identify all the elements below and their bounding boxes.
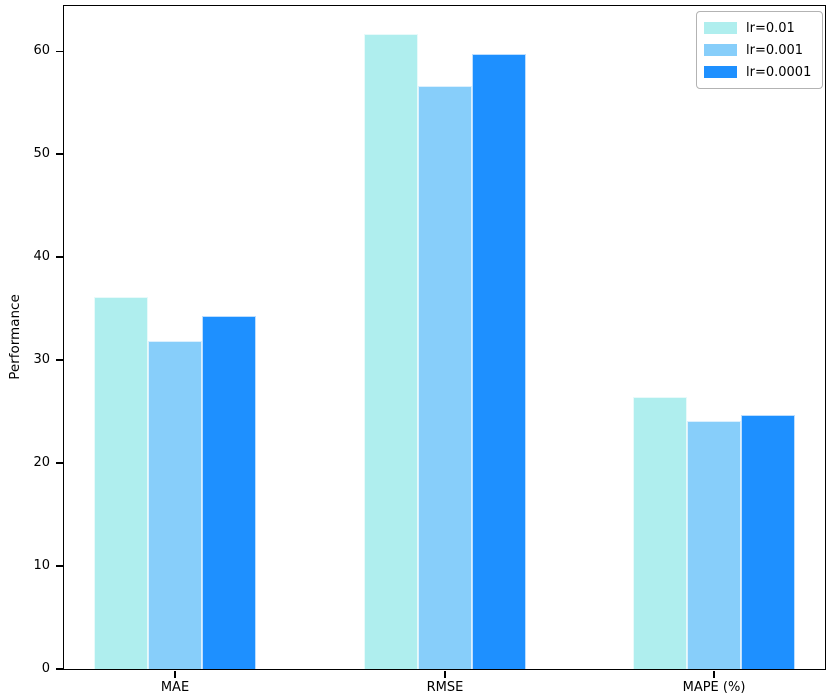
y-tick [55,256,63,258]
y-tick-label: 60 [33,43,50,59]
bar-RMSE-lr=0.01 [364,33,418,669]
y-tick [55,359,63,361]
bar-MAE-lr=0.01 [94,297,148,669]
legend-item: lr=0.0001 [704,61,815,83]
y-axis-label: Performance [7,294,23,380]
legend-item: lr=0.01 [704,17,815,39]
bar-MAPE (%)-lr=0.001 [687,420,741,669]
plot-area: 0 10 20 30 40 50 60 MAE RMSE MAPE (%) [33,5,826,695]
y-tick-label: 20 [33,455,50,471]
bar-MAPE (%)-lr=0.01 [633,397,687,669]
y-tick [55,668,63,670]
y-tick-label: 40 [33,249,50,265]
bar-MAE-lr=0.0001 [202,315,256,669]
y-tick-label: 50 [33,146,50,162]
bar-MAPE (%)-lr=0.0001 [741,414,795,669]
x-tick [444,670,446,678]
y-tick-label: 30 [33,352,50,368]
x-tick [713,670,715,678]
bar-MAE-lr=0.001 [148,340,202,669]
y-tick-label: 10 [33,558,50,574]
x-tick-label: MAPE (%) [682,680,746,695]
x-tick [174,670,176,678]
legend-label: lr=0.01 [746,20,795,36]
bar-RMSE-lr=0.0001 [472,54,526,669]
x-tick-label: MAE [160,680,190,695]
legend-swatch [704,44,737,56]
legend-label: lr=0.001 [746,42,804,58]
legend-swatch [704,22,737,34]
legend: lr=0.01 lr=0.001 lr=0.0001 [696,11,823,89]
legend-label: lr=0.0001 [746,64,812,80]
legend-item: lr=0.001 [704,39,815,61]
y-tick [55,462,63,464]
legend-swatch [704,66,737,78]
y-tick [55,50,63,53]
y-tick [55,565,63,567]
bar-RMSE-lr=0.001 [418,86,472,669]
y-tick [55,153,63,155]
x-tick-label: RMSE [426,680,464,695]
y-tick-label: 0 [41,661,50,677]
